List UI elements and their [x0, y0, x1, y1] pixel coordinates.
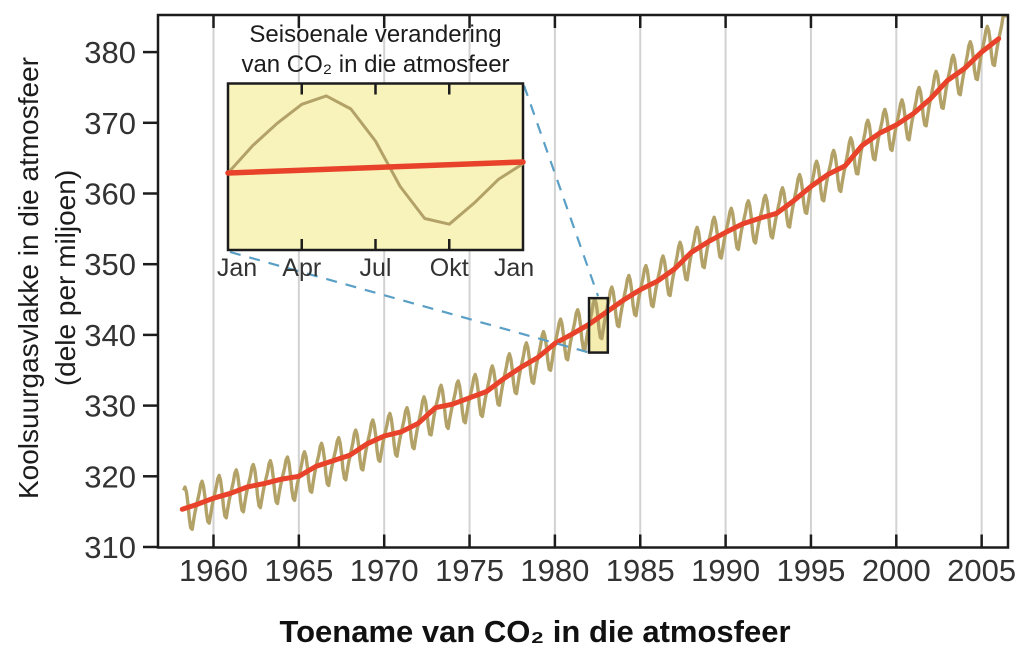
inset-title-line2: van CO₂ in die atmosfeer	[241, 51, 510, 78]
y-axis-title-line1: Koolsuurgasvlakke in die atmosfeer	[13, 57, 44, 500]
y-tick-label-320: 320	[84, 459, 136, 494]
x-tick-label-1985: 1985	[606, 553, 675, 588]
x-tick-label-2000: 2000	[862, 553, 931, 588]
y-tick-label-360: 360	[84, 177, 136, 212]
x-tick-label-2005: 2005	[947, 553, 1016, 588]
x-tick-label-1980: 1980	[520, 553, 589, 588]
x-tick-label-1975: 1975	[435, 553, 504, 588]
x-tick-label-1970: 1970	[350, 553, 419, 588]
y-tick-label-370: 370	[84, 106, 136, 141]
inset-seasonal-curve	[226, 94, 524, 226]
connector-upper	[522, 85, 600, 297]
x-tick-label-1990: 1990	[691, 553, 760, 588]
plot-border	[156, 13, 1010, 549]
inset-month-label-2: Jul	[360, 254, 392, 282]
inset-month-label-0: Jan	[217, 254, 257, 282]
inset-month-label-1: Apr	[282, 254, 321, 282]
y-tick-label-340: 340	[84, 318, 136, 353]
x-tick-label-1965: 1965	[264, 553, 333, 588]
inset-month-label-4: Jan	[494, 254, 534, 282]
y-tick-label-310: 310	[84, 530, 136, 565]
inset-trend-line	[225, 159, 526, 176]
y-tick-label-330: 330	[84, 389, 136, 424]
inset-title-line1: Seisoenale verandering	[249, 21, 502, 48]
y-axis-title-line2: (dele per miljoen)	[50, 169, 81, 387]
y-axis-title: Koolsuurgasvlakke in die atmosfeer (dele…	[10, 0, 84, 558]
inset-title: Seisoenale verandering van CO₂ in die at…	[218, 20, 533, 80]
highlight-box-border	[587, 296, 610, 354]
x-tick-label-1995: 1995	[776, 553, 845, 588]
chart-caption: Toename van CO₂ in die atmosfeer	[279, 614, 791, 649]
inset-month-label-3: Okt	[430, 254, 469, 282]
connector-lower	[229, 250, 590, 354]
x-tick-label-1960: 1960	[179, 553, 248, 588]
y-tick-label-380: 380	[84, 35, 136, 70]
y-tick-label-350: 350	[84, 247, 136, 282]
